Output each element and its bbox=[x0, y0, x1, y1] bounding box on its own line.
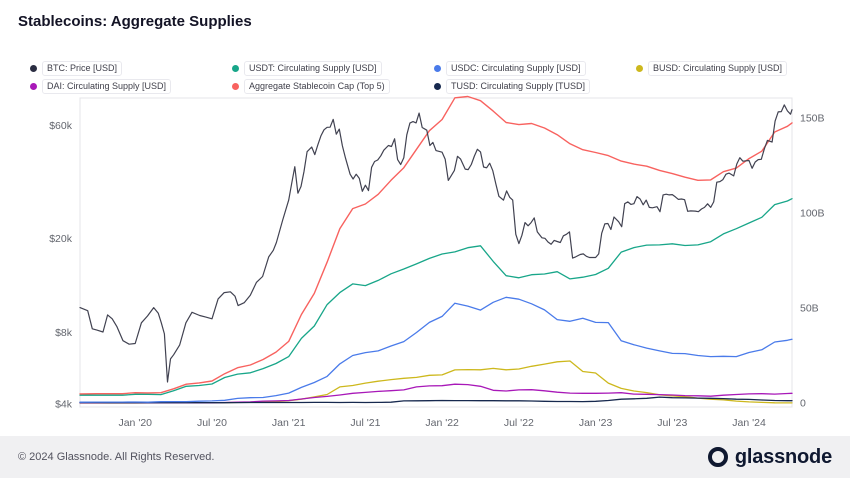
legend-item-label: DAI: Circulating Supply [USD] bbox=[42, 79, 172, 94]
y-left-tick-label: $4k bbox=[55, 398, 73, 410]
legend-item-btc[interactable]: BTC: Price [USD] bbox=[30, 61, 232, 76]
plot-border bbox=[79, 97, 793, 408]
series-line-tusd bbox=[79, 396, 793, 404]
legend-dot-icon bbox=[636, 65, 643, 72]
legend-item-busd[interactable]: BUSD: Circulating Supply [USD] bbox=[636, 61, 838, 76]
x-tick-label: Jan '21 bbox=[272, 417, 306, 429]
legend-dot-icon bbox=[30, 83, 37, 90]
legend-item-label: USDC: Circulating Supply [USD] bbox=[446, 61, 586, 76]
series-line-usdc bbox=[79, 296, 793, 403]
x-tick-label: Jul '21 bbox=[350, 417, 380, 429]
footer-bar: © 2024 Glassnode. All Rights Reserved. g… bbox=[0, 436, 850, 478]
legend-item-tusd[interactable]: TUSD: Circulating Supply [TUSD] bbox=[434, 79, 636, 94]
series-line-usdt bbox=[79, 198, 793, 396]
y-right-tick-label: 0 bbox=[800, 398, 806, 410]
legend-item-usdc[interactable]: USDC: Circulating Supply [USD] bbox=[434, 61, 636, 76]
y-left-tick-label: $8k bbox=[55, 327, 73, 339]
series-line-btc bbox=[79, 104, 793, 383]
y-left-tick-label: $60k bbox=[49, 120, 73, 132]
x-tick-label: Jul '20 bbox=[197, 417, 227, 429]
legend-dot-icon bbox=[232, 83, 239, 90]
legend-dot-icon bbox=[232, 65, 239, 72]
page-title: Stablecoins: Aggregate Supplies bbox=[18, 13, 252, 30]
legend-item-label: BUSD: Circulating Supply [USD] bbox=[648, 61, 788, 76]
legend-item-label: Aggregate Stablecoin Cap (Top 5) bbox=[244, 79, 390, 94]
x-tick-label: Jan '24 bbox=[732, 417, 766, 429]
x-tick-label: Jul '22 bbox=[504, 417, 534, 429]
chart-legend: BTC: Price [USD] USDT: Circulating Suppl… bbox=[30, 61, 838, 94]
copyright-text: © 2024 Glassnode. All Rights Reserved. bbox=[18, 451, 215, 463]
legend-dot-icon bbox=[30, 65, 37, 72]
y-left-tick-label: $20k bbox=[49, 233, 73, 245]
glassnode-wordmark: glassnode bbox=[734, 445, 832, 468]
x-tick-label: Jan '23 bbox=[579, 417, 613, 429]
legend-item-usdt[interactable]: USDT: Circulating Supply [USD] bbox=[232, 61, 434, 76]
legend-item-aggregate[interactable]: Aggregate Stablecoin Cap (Top 5) bbox=[232, 79, 434, 94]
glassnode-logo-icon bbox=[707, 447, 728, 467]
x-tick-label: Jan '22 bbox=[425, 417, 459, 429]
legend-item-label: BTC: Price [USD] bbox=[42, 61, 123, 76]
series-line-aggregate bbox=[79, 95, 793, 395]
legend-dot-icon bbox=[434, 65, 441, 72]
series-line-busd bbox=[79, 360, 793, 404]
x-tick-label: Jul '23 bbox=[657, 417, 687, 429]
legend-item-dai[interactable]: DAI: Circulating Supply [USD] bbox=[30, 79, 232, 94]
y-right-tick-label: 150B bbox=[800, 112, 825, 124]
legend-item-label: USDT: Circulating Supply [USD] bbox=[244, 61, 382, 76]
glassnode-brand[interactable]: glassnode bbox=[707, 445, 832, 469]
legend-dot-icon bbox=[434, 83, 441, 90]
legend-item-label: TUSD: Circulating Supply [TUSD] bbox=[446, 79, 591, 94]
y-right-tick-label: 100B bbox=[800, 207, 825, 219]
x-tick-label: Jan '20 bbox=[118, 417, 152, 429]
y-right-tick-label: 50B bbox=[800, 302, 819, 314]
